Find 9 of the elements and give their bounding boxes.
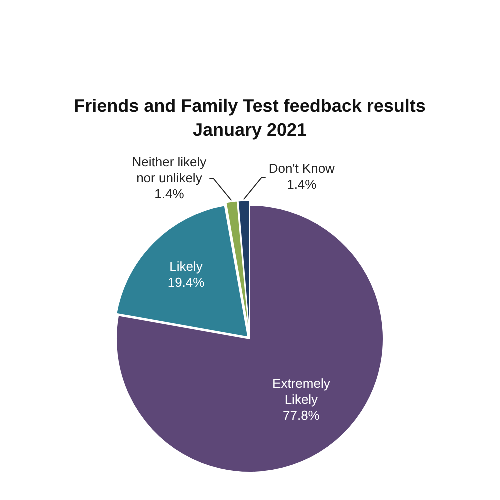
- data-label: 1.4%: [287, 177, 318, 192]
- data-label: 19.4%: [168, 274, 206, 290]
- data-label: 77.8%: [283, 408, 320, 423]
- slice-label: Don't Know: [268, 161, 336, 176]
- data-label: 1.4%: [154, 186, 185, 202]
- slice-label: Neither likely nor unlikely: [132, 154, 208, 186]
- chart-title: Friends and Family Test feedback results January 2021: [73, 95, 427, 142]
- slice-label: Likely: [170, 258, 204, 274]
- slice-label: Extremely Likely: [272, 376, 331, 407]
